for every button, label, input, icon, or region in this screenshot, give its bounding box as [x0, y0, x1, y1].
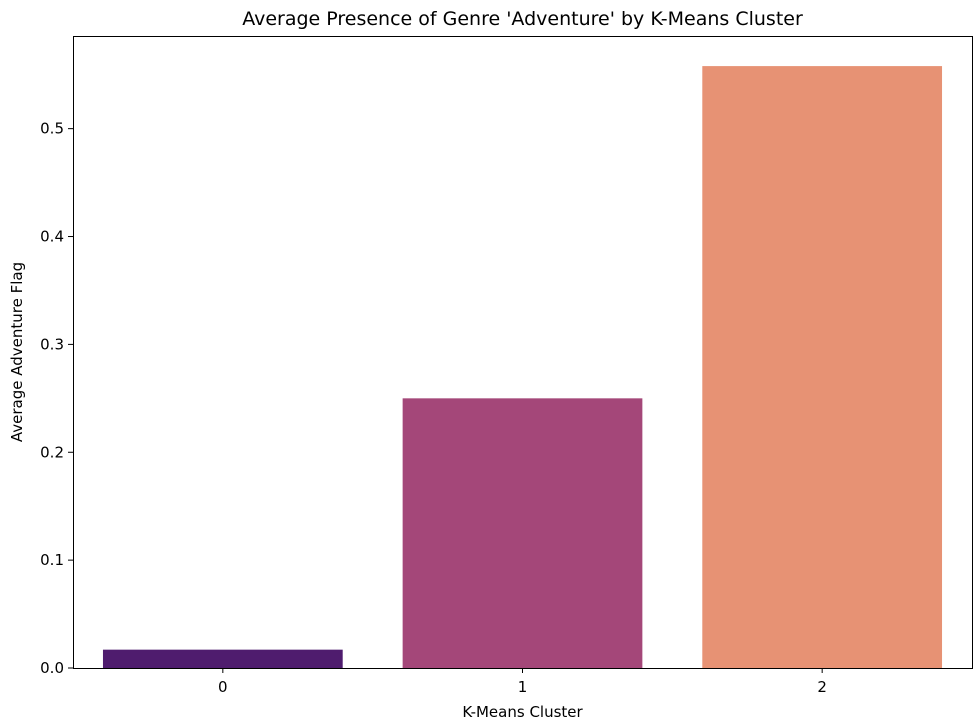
x-axis: 0 1 2 — [218, 668, 827, 696]
plot-frame — [73, 36, 973, 669]
bar-cluster-1 — [402, 398, 643, 668]
y-axis: 0.0 0.1 0.2 0.3 0.4 0.5 — [40, 120, 73, 677]
bar-cluster-2 — [702, 66, 943, 669]
y-tick-label: 0.4 — [40, 228, 64, 246]
y-tick-label: 0.0 — [40, 659, 64, 677]
y-tick-label: 0.5 — [40, 120, 64, 138]
y-axis-label: Average Adventure Flag — [8, 262, 26, 442]
x-tick-label: 0 — [218, 678, 228, 696]
y-tick-label: 0.2 — [40, 443, 64, 461]
x-tick-label: 1 — [518, 678, 528, 696]
y-tick-label: 0.1 — [40, 551, 64, 569]
bar-cluster-0 — [102, 649, 343, 668]
y-tick-label: 0.3 — [40, 335, 64, 353]
chart-title: Average Presence of Genre 'Adventure' by… — [242, 8, 803, 30]
bars-layer — [102, 66, 943, 669]
x-axis-label: K-Means Cluster — [462, 703, 583, 721]
x-tick-label: 2 — [817, 678, 827, 696]
